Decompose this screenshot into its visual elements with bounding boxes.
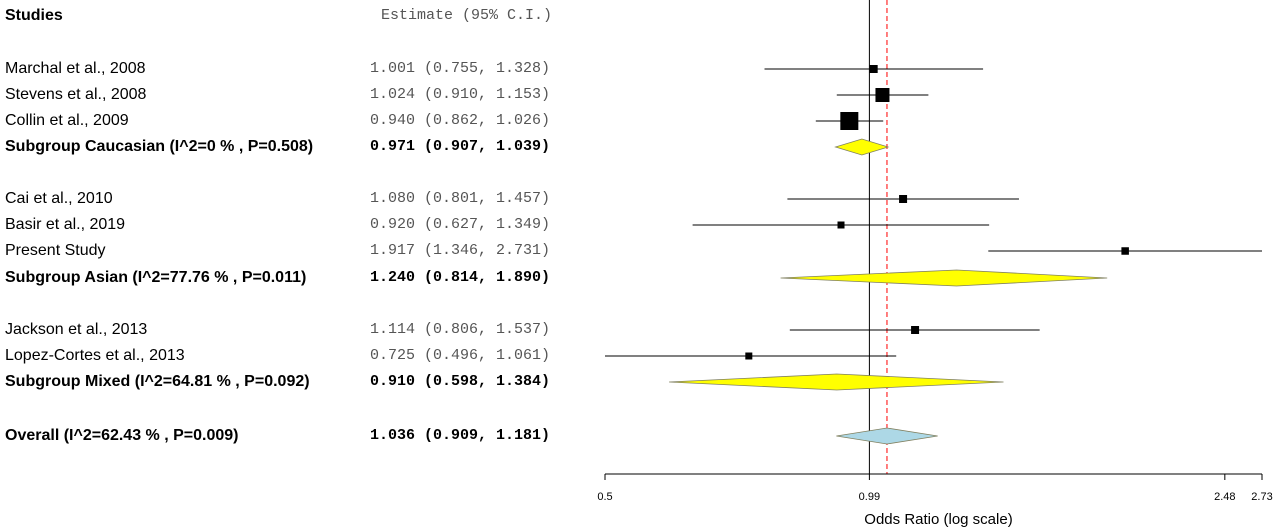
study-label: Basir et al., 2019 — [5, 216, 126, 233]
study-point — [869, 65, 878, 73]
study-estimate: 1.080 (0.801, 1.457) — [370, 190, 551, 207]
study-point — [745, 352, 753, 360]
study-estimate: 1.114 (0.806, 1.537) — [370, 321, 551, 338]
summary-label: Subgroup Asian (I^2=77.76 % , P=0.011) — [5, 269, 307, 286]
x-tick-label: 2.48 — [1214, 491, 1235, 503]
forest-marks — [605, 65, 1262, 445]
study-label: Marchal et al., 2008 — [5, 60, 146, 77]
x-axis-ticks: 0.5 0.99 2.48 2.73 — [597, 474, 1273, 503]
x-axis-title: Odds Ratio (log scale) — [864, 511, 1012, 528]
study-estimate: 1.024 (0.910, 1.153) — [370, 86, 551, 103]
study-estimate: 0.920 (0.627, 1.349) — [370, 216, 551, 233]
summary-estimate: 1.240 (0.814, 1.890) — [370, 269, 551, 286]
summary-estimate: 0.971 (0.907, 1.039) — [370, 138, 551, 155]
x-tick-label: 0.5 — [597, 491, 612, 503]
study-estimate: 1.001 (0.755, 1.328) — [370, 60, 551, 77]
summary-label: Subgroup Caucasian (I^2=0 % , P=0.508) — [5, 138, 314, 155]
subgroup-diamond — [834, 138, 890, 156]
study-point — [875, 88, 890, 102]
x-tick-label: 0.99 — [859, 491, 880, 503]
estimate-header: Estimate (95% C.I.) — [381, 7, 553, 24]
overall-diamond — [836, 427, 938, 445]
study-label: Cai et al., 2010 — [5, 190, 113, 207]
study-point — [837, 221, 845, 229]
studies-header: Studies — [5, 7, 63, 24]
study-estimate: 1.917 (1.346, 2.731) — [370, 242, 551, 259]
study-point — [899, 195, 908, 203]
x-tick-label: 2.73 — [1251, 491, 1272, 503]
study-point — [1121, 247, 1129, 255]
subgroup-diamond — [780, 269, 1108, 287]
study-point — [840, 112, 859, 130]
summary-estimate: 0.910 (0.598, 1.384) — [370, 373, 551, 390]
study-label: Jackson et al., 2013 — [5, 321, 148, 338]
study-label: Stevens et al., 2008 — [5, 86, 147, 103]
subgroup-diamond — [669, 373, 1004, 391]
study-label: Collin et al., 2009 — [5, 112, 129, 129]
study-estimate: 0.725 (0.496, 1.061) — [370, 347, 551, 364]
study-label: Present Study — [5, 242, 106, 259]
study-point — [911, 326, 920, 334]
summary-label: Subgroup Mixed (I^2=64.81 % , P=0.092) — [5, 373, 310, 390]
study-estimate: 0.940 (0.862, 1.026) — [370, 112, 551, 129]
study-label: Lopez-Cortes et al., 2013 — [5, 347, 185, 364]
summary-label: Overall (I^2=62.43 % , P=0.009) — [5, 427, 239, 444]
summary-estimate: 1.036 (0.909, 1.181) — [370, 427, 551, 444]
